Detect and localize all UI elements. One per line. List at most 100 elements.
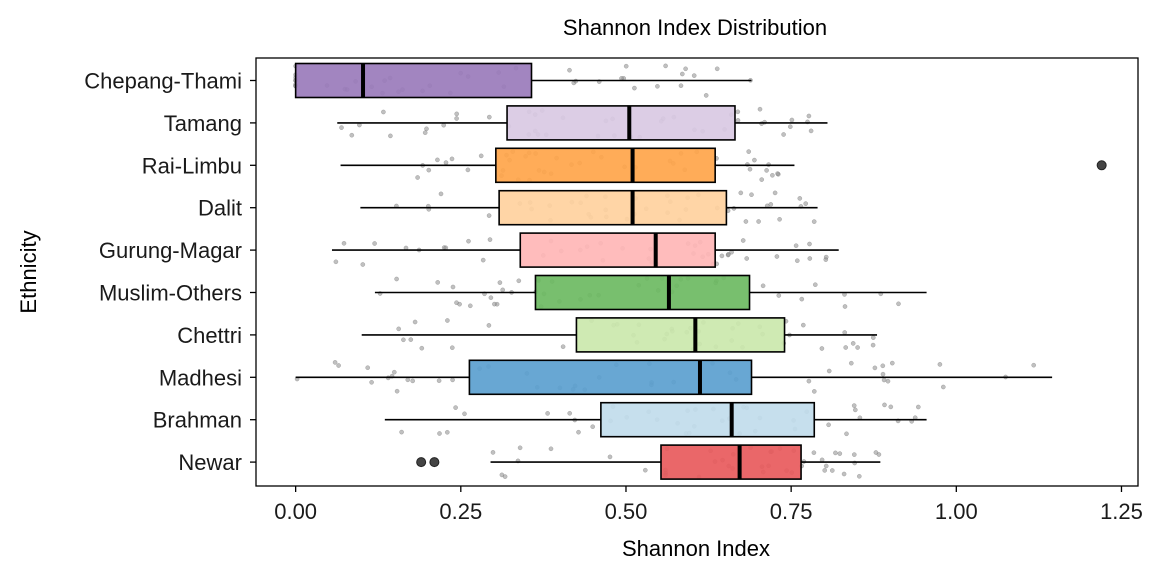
jitter-point bbox=[408, 337, 414, 342]
jitter-point bbox=[851, 452, 857, 457]
jitter-point bbox=[915, 404, 921, 410]
jitter-point bbox=[811, 389, 817, 394]
jitter-point bbox=[826, 368, 832, 374]
jitter-point bbox=[333, 259, 339, 265]
jitter-point bbox=[775, 171, 780, 176]
outlier-newar bbox=[416, 457, 427, 468]
jitter-point bbox=[873, 450, 879, 455]
jitter-point bbox=[740, 238, 746, 243]
jitter-point bbox=[394, 388, 400, 394]
jitter-point bbox=[726, 251, 731, 257]
jitter-point bbox=[826, 422, 831, 428]
x-tick-label: 1.25 bbox=[1100, 499, 1143, 524]
jitter-point bbox=[735, 109, 741, 115]
y-axis: Chepang-Thami Tamang Rai-Limbu Dalit Gurung-… bbox=[84, 69, 256, 475]
jitter-point bbox=[759, 177, 765, 182]
box-chettri bbox=[575, 317, 786, 353]
jitter-point bbox=[806, 378, 812, 384]
jitter-point bbox=[381, 109, 386, 115]
jitter-point bbox=[497, 280, 503, 285]
jitter-point bbox=[735, 118, 741, 123]
jitter-point bbox=[480, 257, 486, 263]
jitter-point bbox=[806, 113, 812, 119]
jitter-point bbox=[412, 319, 418, 325]
jitter-point bbox=[449, 156, 455, 162]
jitter-point bbox=[881, 377, 887, 383]
jitter-point bbox=[349, 132, 355, 138]
box-tamang bbox=[506, 105, 736, 141]
jitter-point bbox=[360, 262, 366, 267]
jitter-point bbox=[332, 360, 338, 365]
jitter-point bbox=[422, 130, 428, 136]
jitter-point bbox=[435, 280, 441, 285]
jitter-point bbox=[764, 168, 769, 173]
jitter-point bbox=[369, 379, 374, 385]
box-layer bbox=[294, 62, 1107, 480]
y-tick-label-gurung-magar: Gurung-Magar bbox=[99, 238, 242, 263]
x-tick-label: 0.50 bbox=[605, 499, 648, 524]
jitter-point bbox=[478, 153, 484, 159]
jitter-point bbox=[445, 318, 450, 323]
jitter-point bbox=[394, 276, 399, 282]
jitter-point bbox=[756, 219, 761, 224]
jitter-point bbox=[341, 240, 347, 246]
x-tick-label: 1.00 bbox=[935, 499, 978, 524]
jitter-point bbox=[885, 378, 891, 384]
jitter-point bbox=[848, 360, 854, 366]
y-tick-label-madhesi: Madhesi bbox=[159, 365, 242, 390]
jitter-point bbox=[822, 468, 828, 473]
jitter-point bbox=[487, 237, 493, 242]
jitter-point bbox=[819, 346, 825, 351]
jitter-point bbox=[372, 241, 377, 246]
jitter-point bbox=[465, 167, 471, 173]
jitter-point bbox=[336, 363, 341, 368]
jitter-point bbox=[454, 300, 459, 306]
jitter-point bbox=[632, 85, 637, 91]
jitter-point bbox=[399, 429, 404, 435]
box-muslim-others bbox=[534, 274, 751, 311]
box-gurung-magar bbox=[519, 232, 716, 268]
jitter-point bbox=[746, 149, 752, 154]
jitter-point bbox=[842, 330, 848, 335]
y-tick-label-dalit: Dalit bbox=[198, 196, 242, 221]
jitter-point bbox=[391, 369, 397, 375]
jitter-point bbox=[889, 360, 895, 366]
jitter-point bbox=[454, 111, 460, 117]
jitter-point bbox=[426, 167, 432, 173]
jitter-point bbox=[776, 293, 782, 298]
jitter-point bbox=[803, 201, 809, 206]
jitter-point bbox=[870, 342, 876, 348]
jitter-point bbox=[437, 431, 442, 436]
jitter-point bbox=[691, 73, 697, 78]
jitter-point bbox=[851, 403, 857, 408]
jitter-point bbox=[490, 450, 496, 455]
chart-title: Shannon Index Distribution bbox=[563, 15, 827, 40]
x-tick-label: 0.25 bbox=[439, 499, 482, 524]
jitter-point bbox=[837, 451, 843, 456]
jitter-point bbox=[841, 471, 847, 477]
jitter-point bbox=[937, 362, 943, 367]
jitter-point bbox=[703, 93, 709, 98]
jitter-point bbox=[797, 196, 803, 201]
jitter-point bbox=[545, 411, 550, 416]
jitter-point bbox=[516, 278, 522, 284]
jitter-point bbox=[808, 128, 814, 134]
jitter-point bbox=[760, 283, 766, 289]
jitter-point bbox=[749, 192, 754, 198]
y-tick-label-chettri: Chettri bbox=[177, 323, 242, 348]
jitter-point bbox=[444, 429, 450, 435]
jitter-point bbox=[486, 323, 492, 328]
jitter-point bbox=[467, 303, 473, 309]
jitter-point bbox=[850, 341, 856, 346]
x-tick-label: 0.00 bbox=[274, 499, 317, 524]
outlier-rai-limbu bbox=[1096, 160, 1107, 171]
jitter-point bbox=[800, 322, 806, 328]
jitter-point bbox=[438, 191, 444, 197]
jitter-point bbox=[757, 106, 763, 112]
x-axis: 0.00 0.25 0.50 0.75 1.00 1.25 bbox=[274, 486, 1143, 524]
jitter-point bbox=[450, 284, 456, 290]
jitter-point bbox=[502, 474, 508, 479]
jitter-point bbox=[876, 452, 882, 457]
jitter-point bbox=[714, 66, 720, 72]
jitter-point bbox=[435, 157, 440, 163]
